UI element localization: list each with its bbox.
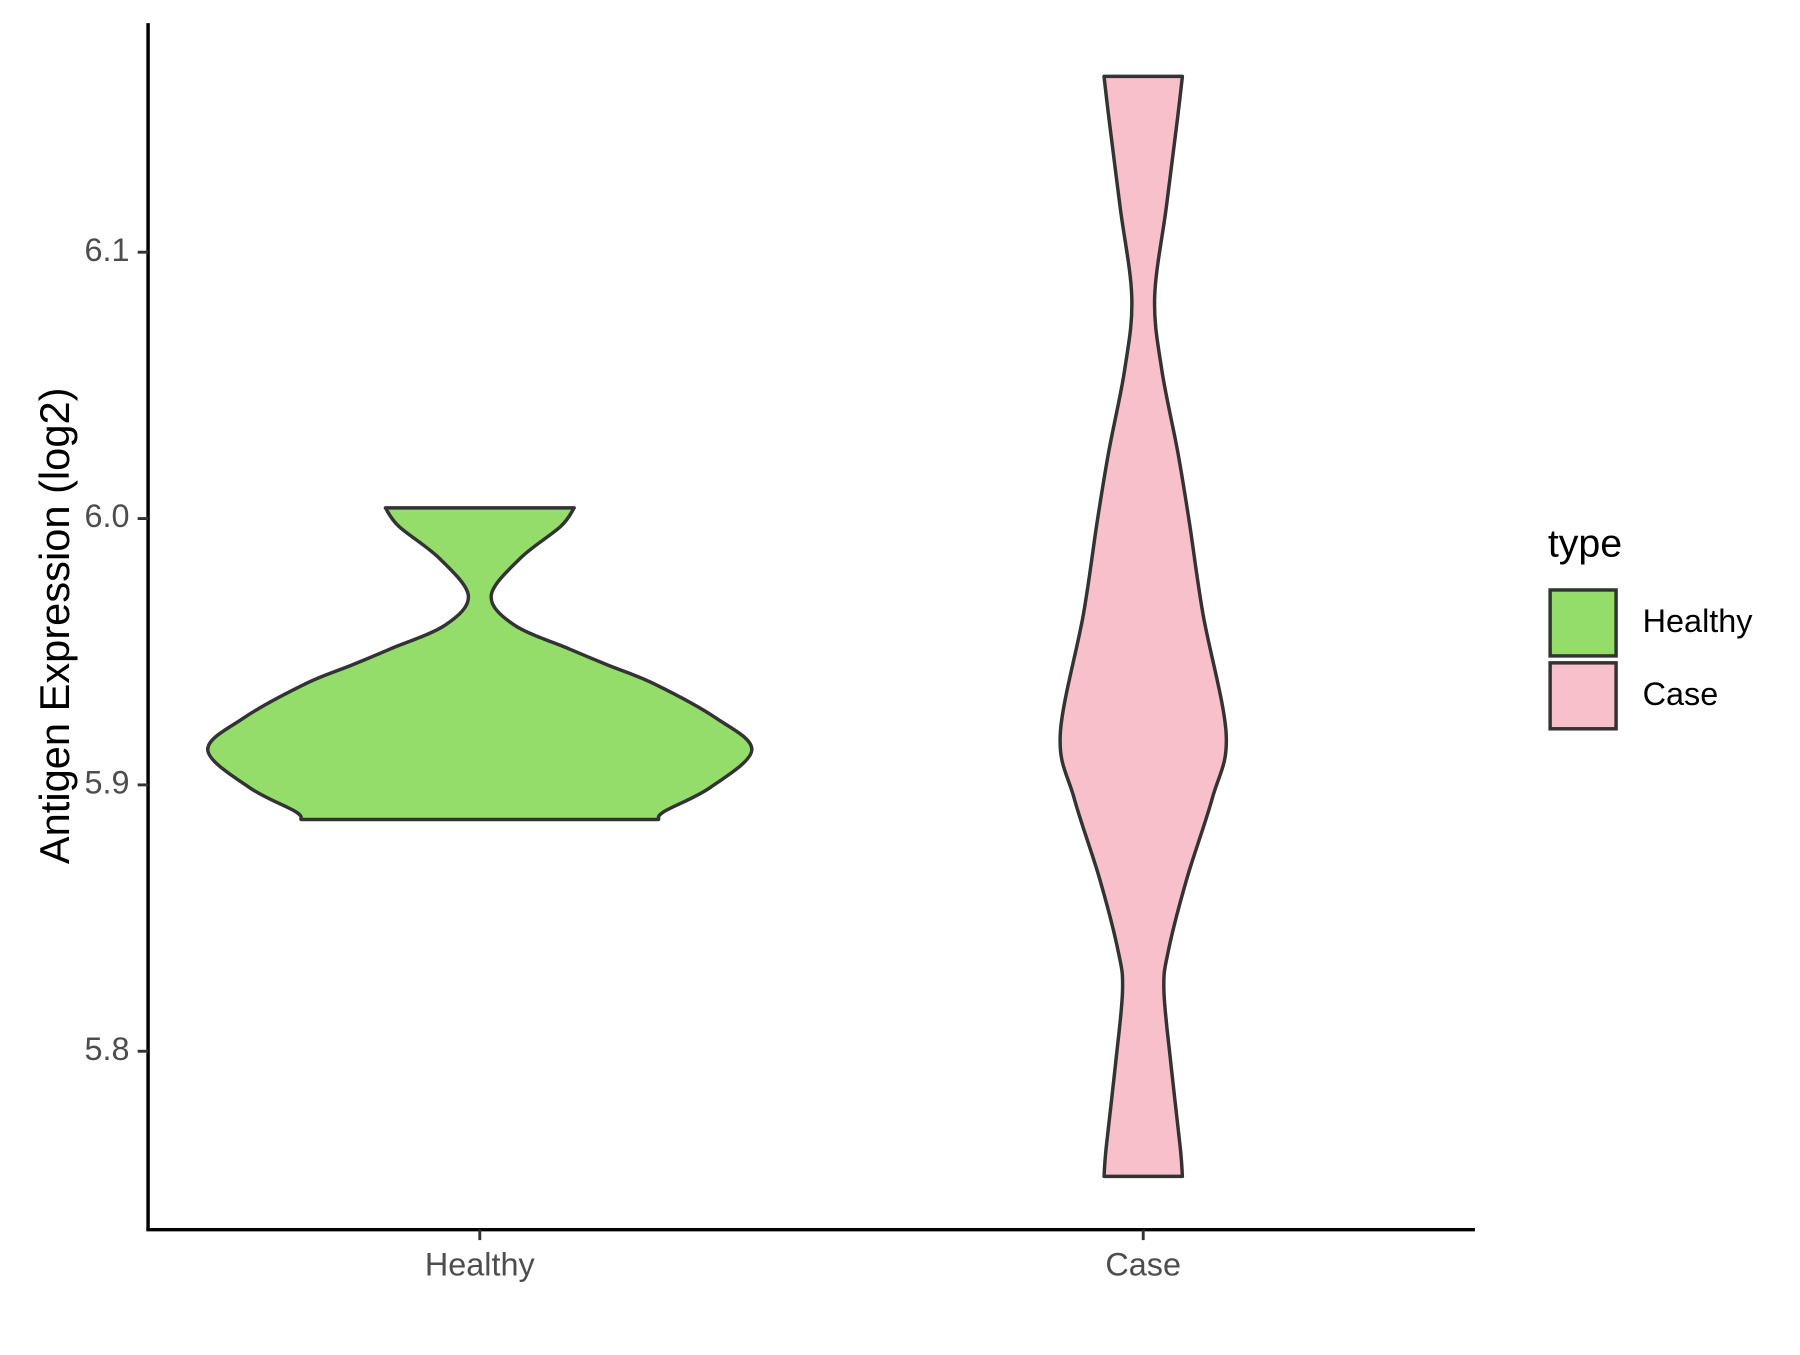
x-tick-label: Case xyxy=(1105,1246,1181,1282)
y-tick-label: 5.9 xyxy=(85,764,130,800)
legend-title: type xyxy=(1548,521,1622,565)
y-axis-title: Antigen Expression (log2) xyxy=(31,388,78,865)
legend-label: Healthy xyxy=(1643,603,1754,639)
y-tick-label: 6.1 xyxy=(85,232,130,268)
y-tick-label: 6.0 xyxy=(85,498,130,534)
legend-swatch xyxy=(1548,588,1618,658)
x-tick-label: Healthy xyxy=(425,1246,536,1282)
legend-swatch xyxy=(1548,661,1618,731)
violin xyxy=(206,506,754,822)
y-tick-label: 5.8 xyxy=(85,1031,130,1067)
legend-label: Case xyxy=(1643,676,1719,712)
violin xyxy=(1058,74,1229,1179)
